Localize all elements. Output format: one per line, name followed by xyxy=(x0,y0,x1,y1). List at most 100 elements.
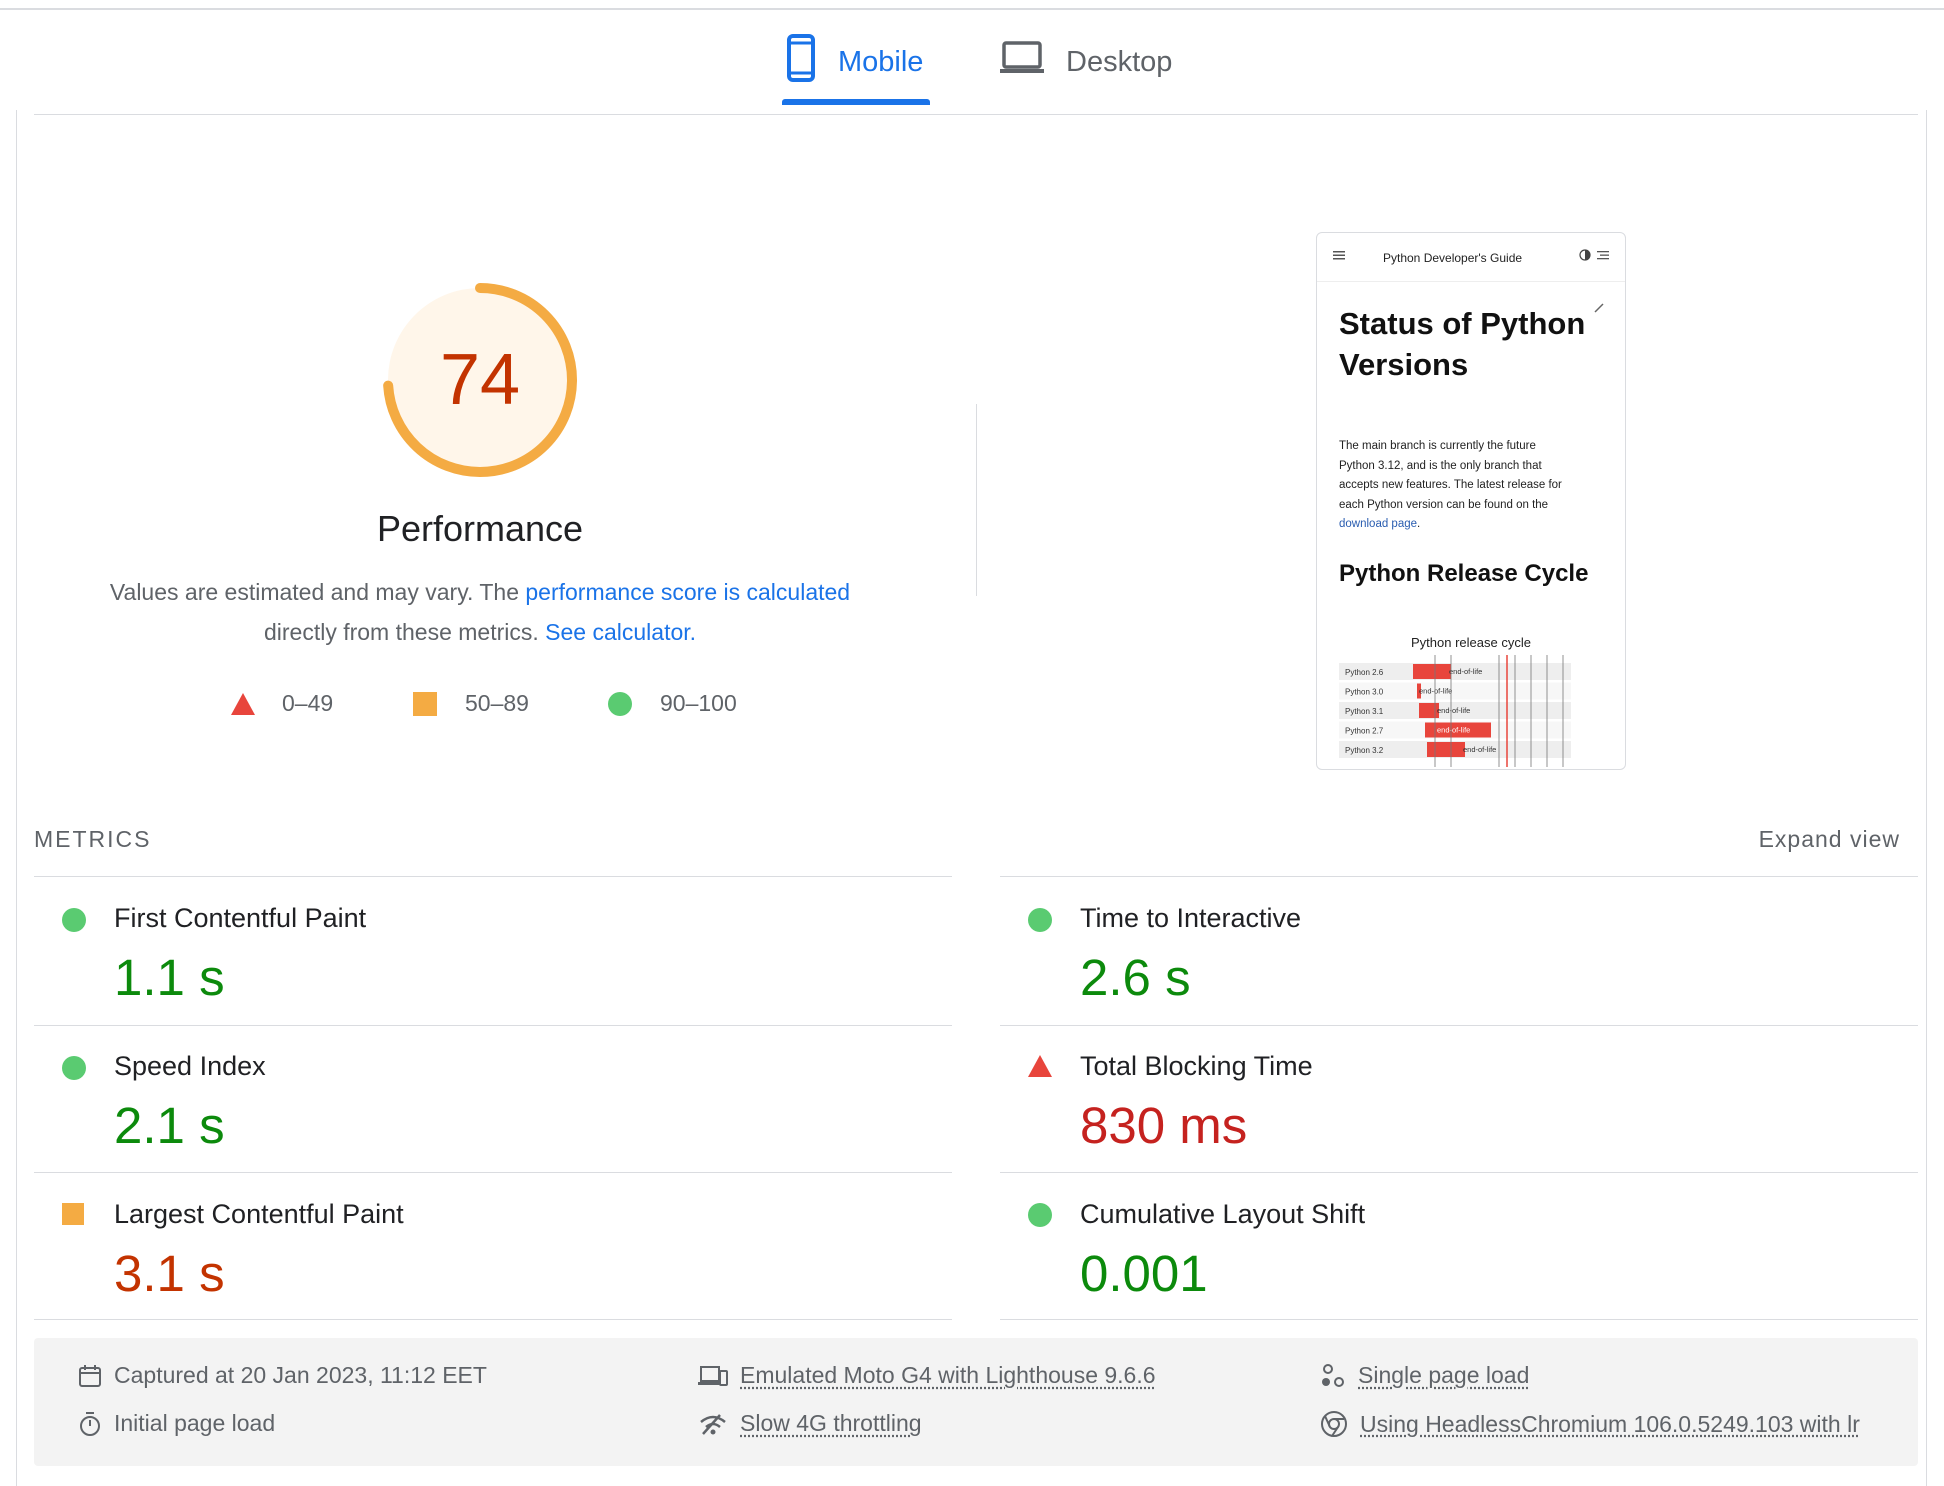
metrics-divider xyxy=(34,876,952,877)
metrics-divider xyxy=(34,1025,952,1026)
single-load-link[interactable]: Single page load xyxy=(1358,1362,1530,1388)
browser-link[interactable]: Using HeadlessChromium 106.0.5249.103 wi… xyxy=(1360,1410,1860,1437)
chart-bar xyxy=(1427,742,1465,757)
device-link[interactable]: Emulated Moto G4 with Lighthouse 9.6.6 xyxy=(740,1362,1156,1388)
circle-icon xyxy=(62,908,86,937)
para-line: each Python version can be found on the xyxy=(1339,498,1549,511)
screenshot-heading-2: Python Release Cycle xyxy=(1339,560,1589,587)
chart-row-bg xyxy=(1339,663,1571,680)
legend-average: 50–89 xyxy=(413,690,529,717)
para-line: accepts new features. The latest release… xyxy=(1339,479,1562,491)
metric-value-tti: 2.6 s xyxy=(1080,949,1191,1006)
devices-icon xyxy=(698,1365,728,1387)
legend-fail: 0–49 xyxy=(230,690,333,717)
top-border xyxy=(0,8,1944,10)
legend-pass-range: 90–100 xyxy=(660,690,737,716)
metric-name-tbt: Total Blocking Time xyxy=(1080,1051,1313,1081)
captured-text: Captured at 20 Jan 2023, 11:12 EET xyxy=(114,1362,487,1388)
final-screenshot[interactable]: Python Developer's Guide Status of Pytho… xyxy=(1316,232,1626,770)
screenshot-header: Python Developer's Guide xyxy=(1317,233,1625,282)
screenshot-release-chart: Python 2.6 end-of-life Python 3.0 end-of-li… xyxy=(1339,655,1571,767)
desc-text-2: directly from these metrics. xyxy=(263,619,546,645)
chart-bar xyxy=(1417,683,1421,699)
chart-bar xyxy=(1413,664,1451,679)
dots-group-icon xyxy=(1320,1363,1346,1389)
metric-name-tti: Time to Interactive xyxy=(1080,903,1302,933)
active-tab-indicator xyxy=(782,99,930,105)
initial-load-info: Initial page load xyxy=(78,1410,275,1437)
chart-bar-label: end-of-life xyxy=(1437,726,1470,735)
tab-mobile-label: Mobile xyxy=(838,45,924,78)
metric-value-cls: 0.001 xyxy=(1080,1245,1208,1302)
triangle-icon xyxy=(230,692,256,716)
performance-title: Performance xyxy=(376,508,584,549)
chart-row-label: Python 3.1 xyxy=(1345,707,1384,716)
score-calculated-link[interactable]: performance score is calculated xyxy=(525,579,851,605)
metric-value-fcp: 1.1 s xyxy=(114,949,225,1006)
menu-icon xyxy=(1333,249,1345,264)
square-icon xyxy=(62,1203,84,1230)
contrast-icon xyxy=(1579,249,1591,264)
tabs-divider xyxy=(34,114,1918,115)
tab-desktop-label: Desktop xyxy=(1066,45,1173,78)
metrics-divider xyxy=(1000,1319,1918,1320)
throttling-link[interactable]: Slow 4G throttling xyxy=(740,1410,922,1436)
chart-row-label: Python 2.7 xyxy=(1345,727,1384,736)
chart-bar-label: end-of-life xyxy=(1449,667,1482,676)
signal-icon xyxy=(698,1412,728,1436)
metrics-heading: METRICS xyxy=(34,826,152,852)
laptop-icon xyxy=(1000,40,1044,84)
circle-icon xyxy=(1028,908,1052,937)
panel-edge-left xyxy=(16,110,17,1486)
metric-name-cls: Cumulative Layout Shift xyxy=(1080,1199,1366,1229)
chart-row-bg xyxy=(1339,702,1571,719)
metric-name-si: Speed Index xyxy=(114,1051,266,1081)
square-icon xyxy=(413,691,437,716)
tab-desktop[interactable]: Desktop xyxy=(1000,34,1172,90)
screenshot-paragraph: The main branch is currently the future … xyxy=(1339,437,1607,535)
edit-icon xyxy=(1593,301,1605,319)
legend-average-range: 50–89 xyxy=(465,690,529,716)
para-line: Python 3.12, and is the only branch that xyxy=(1339,459,1542,472)
performance-description: Values are estimated and may vary. The p… xyxy=(80,572,880,652)
chart-bar-label: end-of-life xyxy=(1437,706,1470,715)
screenshot-chart-title: Python release cycle xyxy=(1411,635,1531,650)
chart-bar-label: end-of-life xyxy=(1463,745,1496,754)
captured-info: Captured at 20 Jan 2023, 11:12 EET xyxy=(78,1362,487,1389)
metric-value-si: 2.1 s xyxy=(114,1097,225,1154)
metrics-divider xyxy=(1000,876,1918,877)
stopwatch-icon xyxy=(78,1411,102,1437)
metrics-divider xyxy=(1000,1025,1918,1026)
throttling-info: Slow 4G throttling xyxy=(698,1410,922,1437)
para-line: The main branch is currently the future xyxy=(1339,440,1536,452)
chrome-icon xyxy=(1320,1410,1348,1438)
calendar-icon xyxy=(78,1364,102,1388)
device-tabs: Mobile Desktop xyxy=(0,10,1944,110)
performance-score: 74 xyxy=(439,340,521,420)
chart-row-label: Python 2.6 xyxy=(1345,668,1384,677)
performance-gauge xyxy=(383,283,577,477)
tab-mobile[interactable]: Mobile xyxy=(786,34,923,90)
metric-name-fcp: First Contentful Paint xyxy=(114,903,367,933)
chart-row-bg xyxy=(1339,682,1571,700)
chart-bar xyxy=(1419,703,1439,718)
single-load-info: Single page load xyxy=(1320,1362,1529,1389)
download-page-link: download page xyxy=(1339,518,1418,530)
see-calculator-link[interactable]: See calculator. xyxy=(545,619,697,645)
desc-text-1: Values are estimated and may vary. The xyxy=(109,579,526,605)
vertical-divider xyxy=(976,404,977,596)
initial-load-text: Initial page load xyxy=(114,1410,276,1436)
circle-icon xyxy=(62,1056,86,1085)
chart-row-label: Python 3.2 xyxy=(1345,746,1384,755)
chart-row-label: Python 3.0 xyxy=(1345,688,1384,697)
metrics-divider xyxy=(34,1319,952,1320)
browser-info: Using HeadlessChromium 106.0.5249.103 wi… xyxy=(1320,1410,1860,1438)
circle-icon xyxy=(608,691,632,716)
runtime-settings: Captured at 20 Jan 2023, 11:12 EET Initi… xyxy=(34,1338,1918,1466)
expand-view-button[interactable]: Expand view xyxy=(1758,826,1900,852)
panel-edge-right xyxy=(1926,110,1927,1486)
metric-value-lcp: 3.1 s xyxy=(114,1245,225,1302)
screenshot-site-title: Python Developer's Guide xyxy=(1383,251,1523,265)
metrics-divider xyxy=(34,1172,952,1173)
circle-icon xyxy=(1028,1203,1052,1232)
